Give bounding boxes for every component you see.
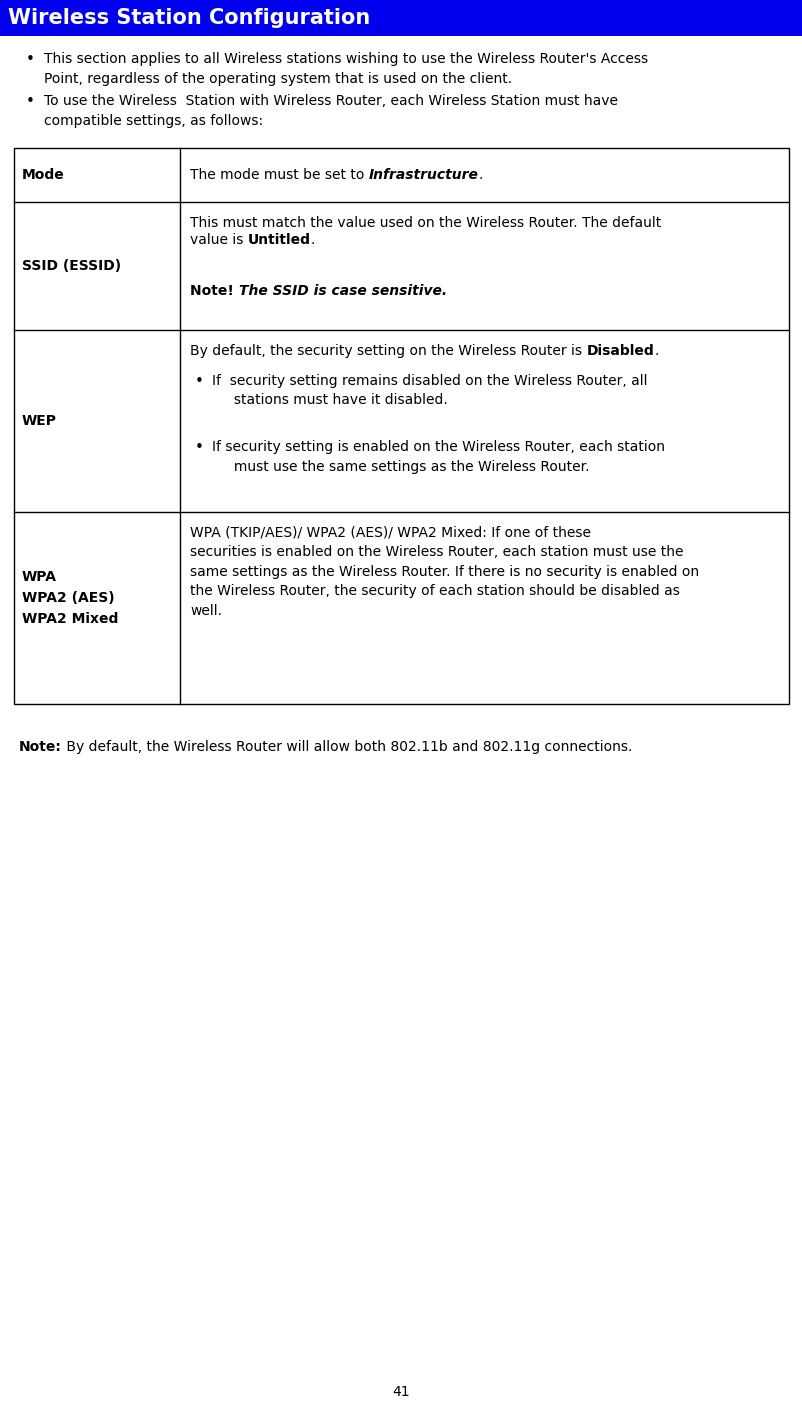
Text: WPA
WPA2 (AES)
WPA2 Mixed: WPA WPA2 (AES) WPA2 Mixed [22,570,118,626]
Text: The SSID is case sensitive.: The SSID is case sensitive. [238,284,447,298]
Text: Untitled: Untitled [248,233,310,247]
Text: .: . [478,168,482,182]
Text: If  security setting remains disabled on the Wireless Router, all
     stations : If security setting remains disabled on … [212,374,646,408]
Text: .: . [310,233,314,247]
Text: value is: value is [190,233,248,247]
Bar [0,0,802,35]
Text: 41: 41 [391,1385,409,1399]
Text: WEP: WEP [22,414,57,428]
Text: SSID (ESSID): SSID (ESSID) [22,258,121,273]
Text: .: . [654,345,658,359]
Text: By default, the security setting on the Wireless Router is: By default, the security setting on the … [190,345,585,359]
Text: This section applies to all Wireless stations wishing to use the Wireless Router: This section applies to all Wireless sta… [44,52,647,86]
Text: •: • [195,441,204,455]
Text: Wireless Station Configuration: Wireless Station Configuration [8,8,370,28]
Text: Disabled: Disabled [585,345,654,359]
Text: Mode: Mode [22,168,65,182]
Text: By default, the Wireless Router will allow both 802.11b and 802.11g connections.: By default, the Wireless Router will all… [62,740,631,754]
Bar [14,148,788,705]
Text: Note!: Note! [190,284,238,298]
Text: If security setting is enabled on the Wireless Router, each station
     must us: If security setting is enabled on the Wi… [212,441,664,473]
Text: To use the Wireless  Station with Wireless Router, each Wireless Station must ha: To use the Wireless Station with Wireles… [44,95,618,127]
Text: Infrastructure: Infrastructure [368,168,478,182]
Text: WPA (TKIP/AES)/ WPA2 (AES)/ WPA2 Mixed: If one of these
securities is enabled on: WPA (TKIP/AES)/ WPA2 (AES)/ WPA2 Mixed: … [190,527,699,618]
Text: •: • [195,374,204,388]
Text: Note:: Note: [19,740,62,754]
Text: The mode must be set to: The mode must be set to [190,168,368,182]
Text: This must match the value used on the Wireless Router. The default: This must match the value used on the Wi… [190,216,660,230]
Text: •: • [26,52,34,66]
Text: •: • [26,95,34,109]
